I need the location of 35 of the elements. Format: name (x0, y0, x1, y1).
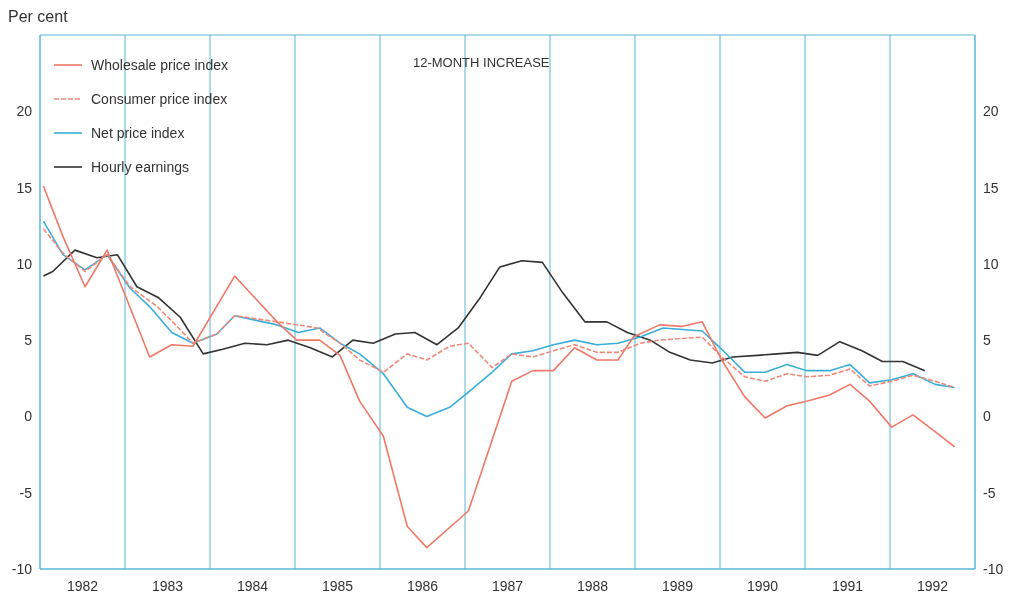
x-tick-label: 1987 (491, 578, 524, 593)
y2-tick-label: -5 (983, 484, 996, 501)
text: 12-MONTH INCREASE (413, 55, 550, 70)
y-tick-label: 5 (24, 332, 33, 349)
line-series (42, 227, 956, 389)
y-tick-label: -10 (11, 560, 33, 577)
y-tick-label: 20 (16, 103, 33, 120)
x-tick-label: 1982 (66, 578, 99, 593)
y2-tick-label: 10 (983, 255, 999, 272)
line-series (42, 249, 926, 372)
line-series (42, 185, 956, 549)
y2-tick-label: 5 (983, 332, 991, 349)
x-tick-label: 1983 (151, 578, 184, 593)
y-tick-label: -5 (19, 484, 33, 501)
y2-tick-label: 20 (983, 103, 999, 120)
y-tick-label: 10 (16, 255, 33, 272)
y2-tick-label: -10 (983, 560, 1004, 577)
x-tick-label: 1991 (831, 578, 864, 593)
legend-label: Consumer price index (91, 91, 228, 107)
x-tick-label: 1990 (746, 578, 779, 593)
line-series (42, 220, 956, 418)
y-tick-label: 0 (24, 408, 33, 425)
x-tick-label: 1992 (916, 578, 949, 593)
x-tick-label: 1988 (576, 578, 609, 593)
y-axis-title: Per cent (8, 8, 68, 26)
x-tick-label: 1985 (321, 578, 354, 593)
legend-label: Hourly earnings (91, 159, 190, 175)
legend-label: Wholesale price index (91, 57, 228, 73)
y2-tick-label: 0 (983, 408, 991, 425)
x-tick-label: 1989 (661, 578, 694, 593)
y2-tick-label: 15 (983, 179, 999, 196)
x-tick-label: 1984 (236, 578, 269, 593)
legend-label: Net price index (91, 125, 185, 141)
x-tick-label: 1986 (406, 578, 439, 593)
y-tick-label: 15 (16, 179, 33, 196)
